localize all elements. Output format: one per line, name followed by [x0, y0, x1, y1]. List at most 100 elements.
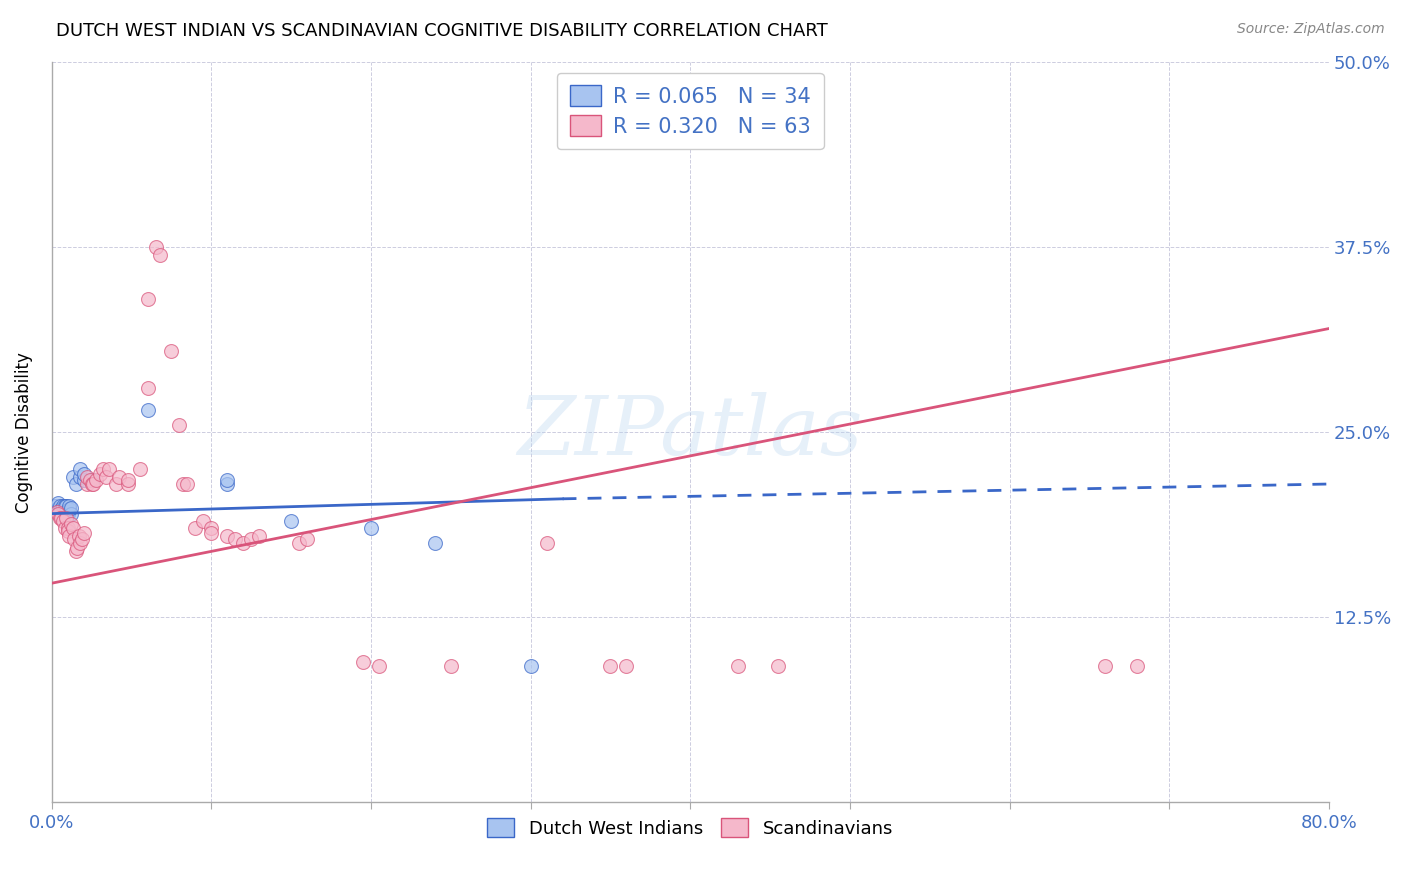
Point [240, 532, 263, 546]
Point [63, 532, 86, 546]
Point [176, 477, 198, 491]
Point [440, 659, 463, 673]
Point [67, 529, 90, 543]
Point [160, 343, 183, 358]
Point [51, 507, 73, 521]
Point [45, 502, 67, 516]
Point [76, 469, 98, 483]
Point [48, 500, 70, 514]
Point [59, 500, 82, 515]
Point [69, 469, 91, 483]
Point [217, 477, 239, 491]
Point [56, 524, 79, 539]
Point [368, 659, 391, 673]
Point [184, 521, 207, 535]
Legend: Dutch West Indians, Scandinavians: Dutch West Indians, Scandinavians [481, 811, 900, 845]
Point [423, 536, 446, 550]
Point [352, 655, 374, 669]
Point [44, 500, 66, 514]
Point [288, 536, 311, 550]
Point [58, 529, 80, 543]
Point [117, 477, 139, 491]
Point [117, 473, 139, 487]
Point [149, 247, 172, 261]
Point [62, 521, 84, 535]
Point [73, 473, 96, 487]
Point [58, 502, 80, 516]
Point [55, 505, 77, 519]
Point [62, 469, 84, 483]
Point [128, 462, 150, 476]
Point [66, 541, 89, 555]
Point [52, 505, 75, 519]
Point [280, 514, 302, 528]
Point [94, 469, 117, 483]
Point [51, 502, 73, 516]
Text: ZIPatlas: ZIPatlas [517, 392, 863, 472]
Point [169, 417, 191, 432]
Point [200, 521, 222, 535]
Point [193, 514, 215, 528]
Point [80, 477, 103, 491]
Point [104, 477, 127, 491]
Point [1094, 659, 1116, 673]
Point [56, 505, 79, 519]
Point [55, 511, 77, 525]
Point [79, 473, 101, 487]
Point [65, 477, 87, 491]
Text: Source: ZipAtlas.com: Source: ZipAtlas.com [1237, 22, 1385, 37]
Point [82, 477, 104, 491]
Point [53, 500, 76, 514]
Point [46, 505, 69, 519]
Point [76, 477, 98, 491]
Point [46, 507, 69, 521]
Point [59, 516, 82, 531]
Point [295, 532, 318, 546]
Point [86, 473, 108, 487]
Point [145, 240, 167, 254]
Point [172, 477, 194, 491]
Point [136, 381, 159, 395]
Point [247, 529, 270, 543]
Point [89, 467, 111, 481]
Point [51, 511, 73, 525]
Point [53, 521, 76, 535]
Point [616, 659, 638, 673]
Point [360, 521, 382, 535]
Point [69, 462, 91, 476]
Point [217, 529, 239, 543]
Point [536, 536, 558, 550]
Point [70, 532, 93, 546]
Point [91, 462, 114, 476]
Point [69, 536, 91, 550]
Point [58, 500, 80, 514]
Point [200, 525, 222, 540]
Point [55, 500, 77, 514]
Point [107, 469, 129, 483]
Point [766, 659, 789, 673]
Point [224, 532, 246, 546]
Point [52, 514, 75, 528]
Point [73, 467, 96, 481]
Point [52, 500, 75, 514]
Point [48, 511, 70, 525]
Point [65, 543, 87, 558]
Point [217, 473, 239, 487]
Point [519, 659, 541, 673]
Point [73, 525, 96, 540]
Point [136, 292, 159, 306]
Point [56, 521, 79, 535]
Point [1126, 659, 1149, 673]
Y-axis label: Cognitive Disability: Cognitive Disability [15, 351, 32, 513]
Point [232, 536, 254, 550]
Point [136, 403, 159, 417]
Point [59, 507, 82, 521]
Point [80, 473, 103, 487]
Point [45, 505, 67, 519]
Point [46, 496, 69, 510]
Point [599, 659, 621, 673]
Point [727, 659, 749, 673]
Point [98, 462, 121, 476]
Point [53, 505, 76, 519]
Point [56, 507, 79, 521]
